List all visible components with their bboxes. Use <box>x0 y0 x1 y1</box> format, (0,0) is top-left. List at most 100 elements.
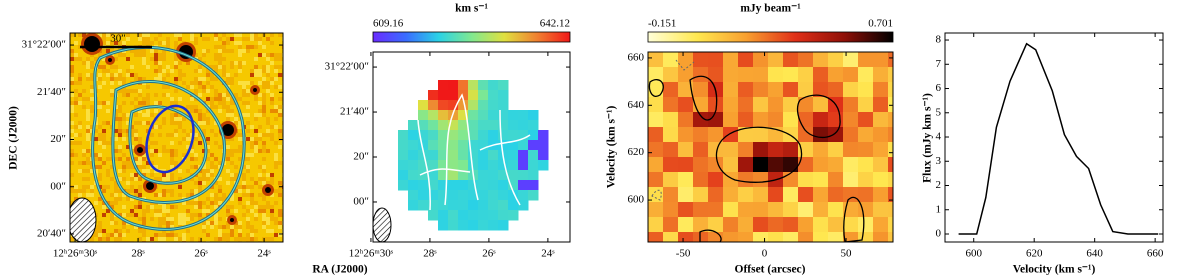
image-pixel <box>210 193 214 197</box>
image-pixel <box>230 109 234 113</box>
image-pixel <box>122 101 126 105</box>
image-pixel <box>278 93 282 97</box>
image-pixel <box>106 165 110 169</box>
image-pixel <box>70 37 74 41</box>
image-pixel <box>194 205 198 209</box>
velocity-pixel <box>438 80 449 91</box>
image-pixel <box>154 65 158 69</box>
image-pixel <box>230 101 234 105</box>
image-pixel <box>138 181 142 185</box>
image-pixel <box>130 73 134 77</box>
spectrum-line <box>959 44 1159 234</box>
image-pixel <box>238 149 242 153</box>
image-pixel <box>214 129 218 133</box>
image-pixel <box>126 109 130 113</box>
image-pixel <box>186 237 190 241</box>
image-pixel <box>122 177 126 181</box>
image-pixel <box>250 101 254 105</box>
image-pixel <box>134 53 138 57</box>
pv-pixel <box>813 67 829 83</box>
image-pixel <box>230 57 234 61</box>
image-pixel <box>70 61 74 65</box>
image-pixel <box>242 209 246 213</box>
image-pixel <box>198 77 202 81</box>
image-pixel <box>178 61 182 65</box>
image-pixel <box>70 177 74 181</box>
image-pixel <box>142 137 146 141</box>
image-pixel <box>210 61 214 65</box>
image-pixel <box>82 65 86 69</box>
velocity-pixel <box>518 140 529 151</box>
image-pixel <box>142 73 146 77</box>
image-pixel <box>274 173 278 177</box>
image-pixel <box>206 45 210 49</box>
image-pixel <box>166 53 170 57</box>
image-pixel <box>158 193 162 197</box>
image-pixel <box>262 173 266 177</box>
image-pixel <box>218 229 222 233</box>
image-pixel <box>162 237 166 241</box>
image-pixel <box>146 165 150 169</box>
image-pixel <box>74 117 78 121</box>
pv-pixel <box>693 202 709 218</box>
image-pixel <box>194 217 198 221</box>
image-pixel <box>154 205 158 209</box>
image-pixel <box>126 101 130 105</box>
velocity-pixel <box>438 130 449 141</box>
image-pixel <box>122 97 126 101</box>
image-pixel <box>94 141 98 145</box>
image-pixel <box>102 225 106 229</box>
image-pixel <box>178 169 182 173</box>
image-pixel <box>82 161 86 165</box>
image-pixel <box>274 193 278 197</box>
image-pixel <box>118 69 122 73</box>
image-pixel <box>122 173 126 177</box>
image-pixel <box>214 93 218 97</box>
image-pixel <box>170 209 174 213</box>
velocity-pixel <box>508 110 519 121</box>
image-pixel <box>166 65 170 69</box>
velocity-pixel <box>498 100 509 111</box>
image-pixel <box>138 237 142 241</box>
pv-pixel <box>753 217 769 233</box>
image-pixel <box>258 177 262 181</box>
image-pixel <box>134 41 138 45</box>
image-pixel <box>158 101 162 105</box>
velocity-pixel <box>528 190 539 201</box>
image-pixel <box>126 33 130 37</box>
image-pixel <box>102 181 106 185</box>
pv-pixel <box>753 112 769 128</box>
image-pixel <box>194 165 198 169</box>
image-pixel <box>154 73 158 77</box>
image-pixel <box>262 205 266 209</box>
image-pixel <box>126 113 130 117</box>
image-pixel <box>258 157 262 161</box>
image-pixel <box>226 169 230 173</box>
image-pixel <box>258 189 262 193</box>
pv-pixel <box>693 52 709 68</box>
x-tick-label: 12ʰ26ᵐ30ˢ <box>349 248 394 260</box>
image-pixel <box>202 93 206 97</box>
image-pixel <box>206 77 210 81</box>
image-pixel <box>98 161 102 165</box>
image-pixel <box>106 213 110 217</box>
image-pixel <box>178 173 182 177</box>
image-pixel <box>214 165 218 169</box>
image-pixel <box>274 221 278 225</box>
image-pixel <box>238 49 242 53</box>
y-tick-label: 00″ <box>50 180 66 192</box>
pv-pixel <box>843 217 859 233</box>
image-pixel <box>138 33 142 37</box>
image-pixel <box>134 121 138 125</box>
velocity-pixel <box>468 210 479 221</box>
image-pixel <box>278 229 282 233</box>
velocity-pixel <box>468 180 479 191</box>
image-pixel <box>174 209 178 213</box>
image-pixel <box>274 153 278 157</box>
x-tick-label: 660 <box>1147 248 1164 260</box>
image-pixel <box>166 57 170 61</box>
image-pixel <box>206 137 210 141</box>
image-pixel <box>170 65 174 69</box>
image-pixel <box>134 61 138 65</box>
image-pixel <box>170 213 174 217</box>
